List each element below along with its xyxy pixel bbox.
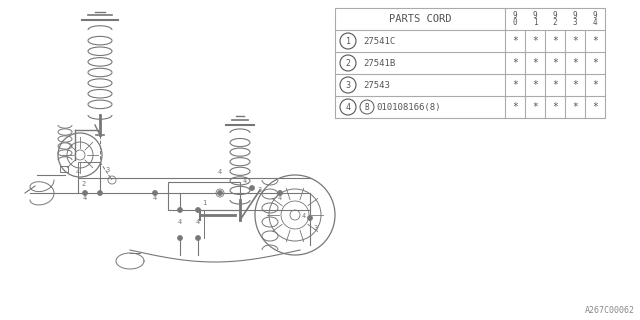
Circle shape xyxy=(177,207,182,212)
Text: 3: 3 xyxy=(258,187,262,193)
Bar xyxy=(78,162,100,178)
Text: PARTS CORD: PARTS CORD xyxy=(388,14,451,24)
Text: 4: 4 xyxy=(218,169,222,175)
Circle shape xyxy=(177,236,182,241)
Text: *: * xyxy=(512,102,518,112)
Text: *: * xyxy=(592,102,598,112)
Text: 9
0: 9 0 xyxy=(513,11,517,28)
Text: *: * xyxy=(592,80,598,90)
Circle shape xyxy=(307,215,312,220)
Text: 9
4: 9 4 xyxy=(593,11,597,28)
Text: 1: 1 xyxy=(202,200,206,206)
Text: *: * xyxy=(592,36,598,46)
Text: *: * xyxy=(512,58,518,68)
Text: *: * xyxy=(572,80,578,90)
Text: *: * xyxy=(552,58,558,68)
Text: *: * xyxy=(592,58,598,68)
Text: 2: 2 xyxy=(346,59,351,68)
Text: *: * xyxy=(572,58,578,68)
Text: 2: 2 xyxy=(81,181,85,187)
Text: B: B xyxy=(365,102,369,111)
Text: *: * xyxy=(552,80,558,90)
Text: 4: 4 xyxy=(76,169,80,175)
Text: 4: 4 xyxy=(83,195,87,201)
Text: 3: 3 xyxy=(106,167,110,173)
Text: 010108166(8): 010108166(8) xyxy=(376,102,440,111)
Circle shape xyxy=(218,190,223,196)
Circle shape xyxy=(152,190,157,196)
Text: *: * xyxy=(572,36,578,46)
Text: *: * xyxy=(532,80,538,90)
Text: *: * xyxy=(532,36,538,46)
Circle shape xyxy=(278,190,282,196)
Bar xyxy=(60,166,68,172)
Text: 4: 4 xyxy=(153,195,157,201)
Text: *: * xyxy=(532,102,538,112)
Text: 4: 4 xyxy=(346,102,351,111)
Circle shape xyxy=(97,190,102,196)
Text: 4: 4 xyxy=(178,219,182,225)
Bar xyxy=(168,182,240,210)
Text: 27541B: 27541B xyxy=(363,59,396,68)
Text: *: * xyxy=(552,102,558,112)
Circle shape xyxy=(195,236,200,241)
Text: 3: 3 xyxy=(314,225,318,231)
Text: *: * xyxy=(552,36,558,46)
Text: 27541C: 27541C xyxy=(363,36,396,45)
Text: 9
3: 9 3 xyxy=(573,11,577,28)
Text: 27543: 27543 xyxy=(363,81,390,90)
Circle shape xyxy=(250,186,255,190)
Circle shape xyxy=(195,207,200,212)
Circle shape xyxy=(83,190,88,196)
Text: 4: 4 xyxy=(302,213,306,219)
Bar xyxy=(335,8,605,118)
Text: 4: 4 xyxy=(243,178,247,184)
Text: *: * xyxy=(532,58,538,68)
Text: 4: 4 xyxy=(196,219,200,225)
Text: *: * xyxy=(572,102,578,112)
Text: *: * xyxy=(512,80,518,90)
Text: 9
1: 9 1 xyxy=(532,11,538,28)
Text: A267C00062: A267C00062 xyxy=(585,306,635,315)
Text: 4: 4 xyxy=(278,195,282,201)
Text: 1: 1 xyxy=(346,36,351,45)
Text: *: * xyxy=(512,36,518,46)
Text: 3: 3 xyxy=(346,81,351,90)
Text: 9
2: 9 2 xyxy=(553,11,557,28)
